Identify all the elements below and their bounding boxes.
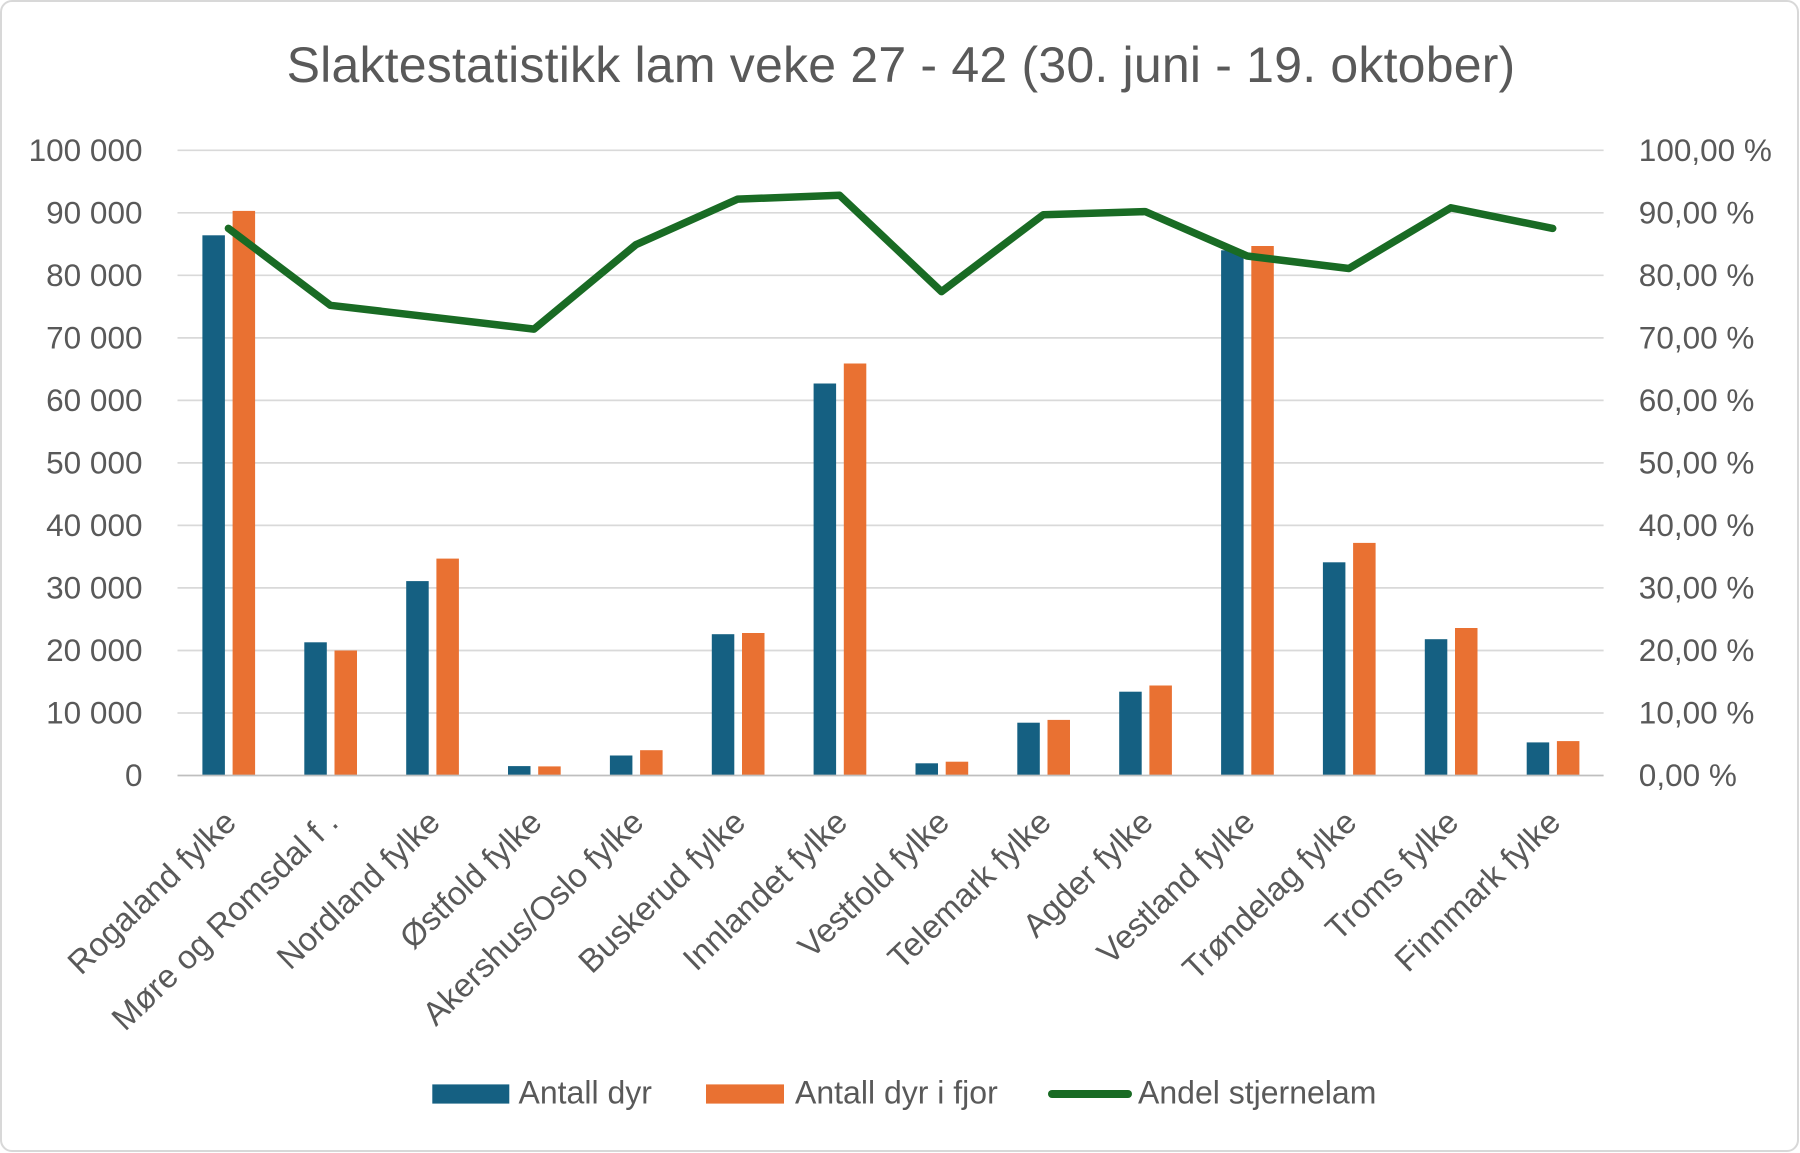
svg-text:Slaktestatistikk lam veke 27 -: Slaktestatistikk lam veke 27 - 42 (30. j… (287, 37, 1516, 93)
svg-text:20,00 %: 20,00 % (1639, 632, 1755, 668)
svg-text:0: 0 (125, 757, 143, 793)
svg-text:10,00 %: 10,00 % (1639, 695, 1755, 731)
svg-text:90 000: 90 000 (46, 194, 142, 230)
svg-text:Rogaland fylke: Rogaland fylke (60, 803, 243, 981)
svg-text:20 000: 20 000 (46, 632, 142, 668)
svg-text:40,00 %: 40,00 % (1639, 507, 1755, 543)
svg-text:50 000: 50 000 (46, 444, 142, 480)
svg-text:60,00 %: 60,00 % (1639, 382, 1755, 418)
svg-text:0,00 %: 0,00 % (1639, 757, 1737, 793)
svg-text:50,00 %: 50,00 % (1639, 444, 1755, 480)
svg-text:80,00 %: 80,00 % (1639, 257, 1755, 293)
svg-text:100,00 %: 100,00 % (1639, 132, 1772, 168)
svg-text:80 000: 80 000 (46, 257, 142, 293)
svg-text:40 000: 40 000 (46, 507, 142, 543)
svg-text:60 000: 60 000 (46, 382, 142, 418)
svg-text:Trøndelag fylke: Trøndelag fylke (1175, 803, 1363, 987)
svg-text:100 000: 100 000 (29, 132, 143, 168)
svg-text:Antall dyr: Antall dyr (519, 1075, 653, 1111)
svg-text:70 000: 70 000 (46, 319, 142, 355)
svg-text:90,00 %: 90,00 % (1639, 194, 1755, 230)
svg-text:10 000: 10 000 (46, 695, 142, 731)
svg-text:30,00 %: 30,00 % (1639, 569, 1755, 605)
svg-text:30 000: 30 000 (46, 569, 142, 605)
svg-text:Antall dyr i fjor: Antall dyr i fjor (795, 1075, 998, 1111)
svg-text:70,00 %: 70,00 % (1639, 319, 1755, 355)
svg-text:Andel stjernelam: Andel stjernelam (1138, 1075, 1376, 1111)
